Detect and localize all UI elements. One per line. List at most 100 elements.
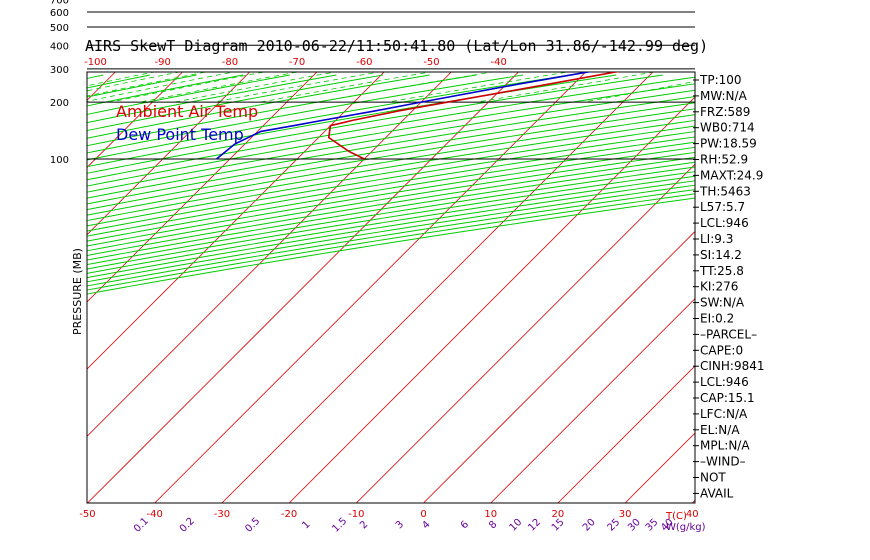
bottom-temp-tick-label: 30	[619, 509, 632, 520]
bottom-temp-tick-label: 0	[420, 509, 426, 520]
mixing-ratio-line	[845, 0, 870, 13]
mixing-ratio-tick-label: 1	[300, 519, 312, 531]
dry-adiabat-line	[87, 125, 695, 227]
data-series	[215, 72, 620, 160]
top-temp-tick-label: -80	[222, 57, 238, 68]
isotherm-line	[760, 72, 870, 503]
stability-index-label: TT:25.8	[699, 264, 744, 278]
dry-adiabat-line	[87, 197, 695, 295]
dry-adiabat-line	[87, 193, 695, 291]
legend-dew-point-temp: Dew Point Temp	[116, 125, 244, 144]
bottom-temp-tick-label: 20	[552, 509, 565, 520]
stability-index-label: FRZ:589	[700, 105, 750, 119]
stability-index-label: –WIND–	[700, 455, 746, 469]
dry-adiabat-line	[87, 141, 695, 242]
stability-indices: TP:100 MW:N/A FRZ:589 WB0:714 PW:18.59 RH:52.…	[693, 73, 765, 500]
mixing-ratio-tick-label: 0.2	[178, 516, 197, 535]
dry-adiabat-line	[87, 102, 695, 205]
bottom-temp-tick-label: -50	[79, 509, 95, 520]
stability-index-label: CAP:15.1	[700, 391, 755, 405]
isotherm-line	[557, 365, 695, 503]
isobar-lines: 1002003004005006007008009001000	[50, 0, 695, 166]
dry-adiabat-line	[87, 74, 617, 168]
chart-title: AIRS SkewT Diagram 2010-06-22/11:50:41.8…	[85, 37, 708, 55]
stability-index-label: NOT	[700, 471, 726, 485]
stability-index-label: AVAIL	[700, 486, 734, 500]
isotherm-line	[87, 72, 116, 101]
y-axis-label: PRESSURE (MB)	[71, 248, 84, 335]
plot-frame	[86, 71, 696, 504]
isotherm-line	[0, 72, 48, 503]
isotherm-line	[288, 96, 695, 503]
stability-index-label: WB0:714	[700, 121, 755, 135]
stability-index-label: SI:14.2	[700, 248, 742, 262]
isotherm-line	[87, 72, 519, 503]
mixing-ratio-tick-label: 35	[644, 517, 661, 534]
stability-index-label: TH:5463	[699, 184, 751, 198]
pressure-tick-label: 500	[50, 23, 69, 34]
stability-index-label: CAPE:0	[700, 343, 743, 357]
dry-adiabat-line	[87, 74, 523, 154]
pressure-tick-label: 600	[50, 8, 69, 19]
bottom-temp-tick-label: -20	[281, 509, 297, 520]
mixing-ratio-tick-label: 4	[420, 519, 432, 531]
mixing-ratio-tick-label: 0.5	[243, 516, 262, 535]
moist-adiabat-line	[776, 0, 870, 102]
pressure-tick-label: 300	[50, 65, 69, 76]
isotherm-line	[423, 230, 695, 503]
mixing-ratio-line	[811, 0, 870, 13]
dew-point-temp-line	[215, 72, 593, 160]
dry-adiabat-line	[87, 96, 695, 199]
isotherm-line	[356, 163, 695, 503]
stability-index-label: KI:276	[700, 280, 738, 294]
chart-background-lines	[0, 0, 870, 503]
dry-adiabat-line	[87, 83, 695, 187]
stability-index-label: MAXT:24.9	[700, 168, 763, 182]
dry-adiabat-line	[87, 74, 663, 174]
stability-index-label: MPL:N/A	[700, 439, 750, 453]
mixing-ratio-line	[757, 0, 849, 13]
isotherm-line	[221, 72, 654, 503]
bottom-temp-tick-label: 10	[484, 509, 497, 520]
stability-index-label: LCL:946	[700, 216, 749, 230]
mixing-ratio-line	[601, 0, 684, 13]
mixing-ratio-line	[788, 0, 870, 13]
isotherm-line	[490, 298, 695, 503]
bottom-temp-tick-label: -30	[214, 509, 230, 520]
top-temp-tick-label: -70	[289, 57, 305, 68]
pressure-tick-label: 200	[50, 98, 69, 109]
ambient-air-temp-line	[327, 72, 620, 160]
mixing-ratio-unit-label: W(g/kg)	[666, 522, 706, 533]
dry-adiabat-line	[87, 89, 695, 193]
dry-adiabat-line	[87, 131, 695, 232]
top-temp-tick-label: -100	[84, 57, 107, 68]
isotherm-line	[87, 72, 452, 437]
stability-index-label: LI:9.3	[700, 232, 733, 246]
mixing-ratio-tick-label: 3	[394, 519, 406, 531]
stability-index-label: SW:N/A	[700, 296, 745, 310]
isotherm-line	[87, 72, 250, 236]
stability-index-label: EL:N/A	[700, 423, 740, 437]
stability-index-label: LCL:946	[700, 375, 749, 389]
dry-adiabat-line	[87, 114, 695, 216]
isotherm-line	[87, 72, 385, 370]
stability-index-label: PW:18.59	[700, 137, 757, 151]
dry-adiabat-line	[87, 74, 570, 161]
mixing-ratio-line	[644, 0, 730, 13]
bottom-temp-tick-label: 40	[686, 509, 699, 520]
bottom-temp-tick-label: -40	[147, 509, 163, 520]
mixing-ratio-line	[706, 0, 795, 13]
mixing-ratio-tick-label: 8	[487, 519, 499, 531]
legend-ambient-air-temp: Ambient Air Temp	[116, 102, 258, 121]
top-temp-tick-label: -40	[491, 57, 507, 68]
stability-index-label: –PARCEL–	[700, 327, 757, 341]
isotherm-line	[827, 72, 870, 503]
temp-unit-label: T(C)	[665, 511, 687, 522]
stability-index-label: LFC:N/A	[700, 407, 748, 421]
stability-index-label: TP:100	[699, 73, 742, 87]
top-temp-tick-label: -60	[356, 57, 372, 68]
stability-index-label: RH:52.9	[700, 153, 748, 167]
dry-adiabat-line	[87, 74, 104, 79]
isotherm-line	[87, 72, 183, 169]
